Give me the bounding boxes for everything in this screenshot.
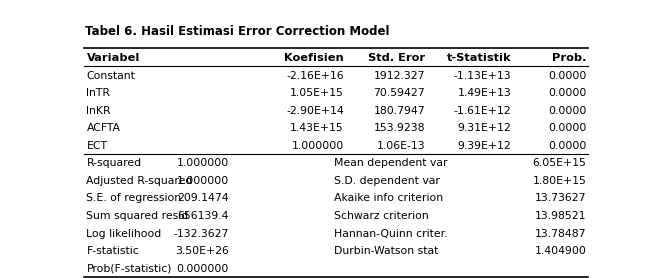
Text: 656139.4: 656139.4 — [178, 211, 229, 221]
Text: Akaike info criterion: Akaike info criterion — [333, 193, 443, 203]
Text: Mean dependent var: Mean dependent var — [333, 158, 447, 168]
Text: -2.90E+14: -2.90E+14 — [286, 106, 344, 116]
Text: 1.000000: 1.000000 — [177, 176, 229, 186]
Text: 9.31E+12: 9.31E+12 — [458, 123, 512, 133]
Text: 0.0000: 0.0000 — [548, 141, 586, 151]
Text: 9.39E+12: 9.39E+12 — [458, 141, 512, 151]
Text: 0.0000: 0.0000 — [548, 123, 586, 133]
Text: 70.59427: 70.59427 — [373, 88, 425, 98]
Text: 13.98521: 13.98521 — [535, 211, 586, 221]
Text: Adjusted R-squared: Adjusted R-squared — [86, 176, 193, 186]
Text: 0.0000: 0.0000 — [548, 106, 586, 116]
Text: S.D. dependent var: S.D. dependent var — [333, 176, 440, 186]
Text: F-statistic: F-statistic — [86, 246, 140, 256]
Text: 1.404900: 1.404900 — [534, 246, 586, 256]
Text: 0.0000: 0.0000 — [548, 71, 586, 81]
Text: 13.73627: 13.73627 — [535, 193, 586, 203]
Text: Prob(F-statistic): Prob(F-statistic) — [86, 264, 172, 274]
Text: Constant: Constant — [86, 71, 136, 81]
Text: Std. Eror: Std. Eror — [368, 53, 425, 63]
Text: Koefisien: Koefisien — [284, 53, 344, 63]
Text: -2.16E+16: -2.16E+16 — [286, 71, 344, 81]
Text: Log likelihood: Log likelihood — [86, 229, 162, 239]
Text: 13.78487: 13.78487 — [535, 229, 586, 239]
Text: -132.3627: -132.3627 — [174, 229, 229, 239]
Text: 153.9238: 153.9238 — [373, 123, 425, 133]
Text: 0.0000: 0.0000 — [548, 88, 586, 98]
Text: 1.000000: 1.000000 — [177, 158, 229, 168]
Text: Durbin-Watson stat: Durbin-Watson stat — [333, 246, 438, 256]
Text: 1.05E+15: 1.05E+15 — [290, 88, 344, 98]
Text: Schwarz criterion: Schwarz criterion — [333, 211, 428, 221]
Text: ACFTA: ACFTA — [86, 123, 121, 133]
Text: 1.06E-13: 1.06E-13 — [377, 141, 425, 151]
Text: lnTR: lnTR — [86, 88, 111, 98]
Text: R-squared: R-squared — [86, 158, 141, 168]
Text: 209.1474: 209.1474 — [178, 193, 229, 203]
Text: S.E. of regression: S.E. of regression — [86, 193, 181, 203]
Text: 1912.327: 1912.327 — [373, 71, 425, 81]
Text: 180.7947: 180.7947 — [373, 106, 425, 116]
Text: lnKR: lnKR — [86, 106, 111, 116]
Text: 1.000000: 1.000000 — [291, 141, 344, 151]
Text: 6.05E+15: 6.05E+15 — [533, 158, 586, 168]
Text: Prob.: Prob. — [552, 53, 586, 63]
Text: t-Statistik: t-Statistik — [447, 53, 512, 63]
Text: -1.61E+12: -1.61E+12 — [454, 106, 512, 116]
Text: 3.50E+26: 3.50E+26 — [175, 246, 229, 256]
Text: ECT: ECT — [86, 141, 107, 151]
Text: -1.13E+13: -1.13E+13 — [454, 71, 512, 81]
Text: Hannan-Quinn criter.: Hannan-Quinn criter. — [333, 229, 447, 239]
Text: Tabel 6. Hasil Estimasi Error Correction Model: Tabel 6. Hasil Estimasi Error Correction… — [85, 25, 390, 38]
Text: 1.43E+15: 1.43E+15 — [290, 123, 344, 133]
Text: 0.000000: 0.000000 — [177, 264, 229, 274]
Text: Sum squared resid: Sum squared resid — [86, 211, 189, 221]
Text: Variabel: Variabel — [86, 53, 140, 63]
Text: 1.80E+15: 1.80E+15 — [533, 176, 586, 186]
Text: 1.49E+13: 1.49E+13 — [458, 88, 512, 98]
